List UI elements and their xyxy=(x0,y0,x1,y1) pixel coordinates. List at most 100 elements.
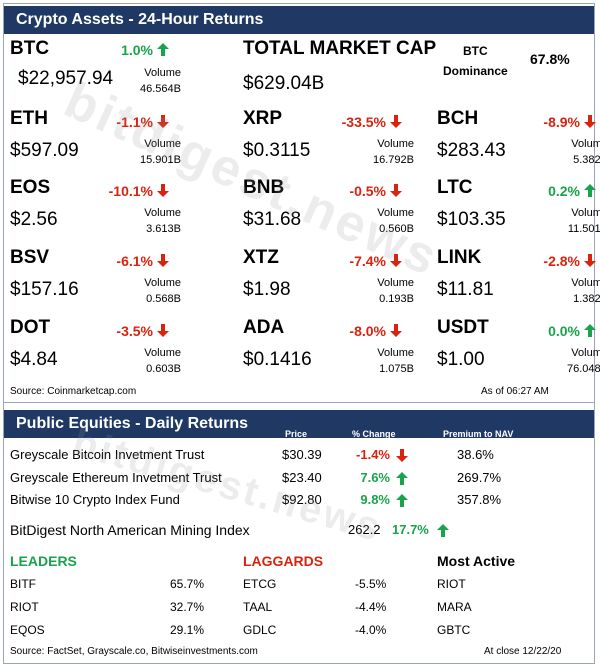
equities-section-title: Public Equities - Daily Returns xyxy=(16,415,249,432)
equities-source: Source: FactSet, Grayscale.co, Bitwisein… xyxy=(10,646,258,657)
down-arrow-icon xyxy=(157,115,169,128)
fund-change: 9.8% xyxy=(360,492,390,507)
up-arrow-icon xyxy=(584,324,596,337)
asset-change: -33.5% xyxy=(341,114,386,130)
fund-premium: 38.6% xyxy=(457,447,494,462)
asset-symbol: XRP xyxy=(243,108,283,129)
asset-volume-label: Volume xyxy=(377,347,414,359)
up-arrow-icon xyxy=(396,494,408,507)
btc-volume: 46.564B xyxy=(140,83,181,95)
asset-change: -1.1% xyxy=(116,114,153,130)
asset-price: $2.56 xyxy=(10,209,58,230)
asset-price: $1.98 xyxy=(243,279,291,300)
dominance-label-line2: Dominance xyxy=(443,64,508,78)
asset-symbol: XTZ xyxy=(243,247,279,268)
asset-volume: 0.568B xyxy=(146,293,181,305)
mining-index-name: BitDigest North American Mining Index xyxy=(10,522,250,538)
leader-value: 65.7% xyxy=(170,577,205,591)
dominance-label-line1: BTC xyxy=(463,44,488,58)
asset-change: -8.9% xyxy=(543,114,580,130)
laggard-value: -4.0% xyxy=(355,623,387,637)
fund-change: -1.4% xyxy=(356,447,390,462)
down-arrow-icon xyxy=(390,184,402,197)
mining-index-change: 17.7% xyxy=(392,522,429,537)
fund-name: Greyscale Bitcoin Invetment Trust xyxy=(10,447,205,462)
asset-volume: 16.792B xyxy=(373,154,414,166)
col-price-header: Price xyxy=(285,429,308,439)
asset-volume: 76.048B xyxy=(567,363,600,375)
most-active-ticker: MARA xyxy=(437,600,472,614)
asset-volume: 15.901B xyxy=(140,154,181,166)
asset-volume: 5.382B xyxy=(573,154,600,166)
laggards-title: LAGGARDS xyxy=(243,553,324,569)
asset-change: -10.1% xyxy=(108,183,153,199)
asset-symbol: LTC xyxy=(437,177,473,198)
leaders-title: LEADERS xyxy=(10,553,77,569)
asset-symbol: LINK xyxy=(437,247,482,268)
down-arrow-icon xyxy=(390,254,402,267)
down-arrow-icon xyxy=(390,324,402,337)
equities-as-of: At close 12/22/20 xyxy=(484,646,562,657)
down-arrow-icon xyxy=(584,254,596,267)
asset-volume-label: Volume xyxy=(571,347,600,359)
asset-volume-label: Volume xyxy=(144,207,181,219)
asset-symbol: BNB xyxy=(243,177,285,198)
fund-change: 7.6% xyxy=(360,470,390,485)
fund-name: Bitwise 10 Crypto Index Fund xyxy=(10,492,180,507)
up-arrow-icon xyxy=(396,472,408,485)
asset-volume-label: Volume xyxy=(144,277,181,289)
col-premium-header: Premium to NAV xyxy=(443,429,514,439)
col-change-header: % Change xyxy=(352,429,396,439)
asset-price: $4.84 xyxy=(10,349,58,370)
asset-price: $0.1416 xyxy=(243,349,312,370)
asset-price: $1.00 xyxy=(437,349,485,370)
most-active-title: Most Active xyxy=(437,553,516,569)
up-arrow-icon xyxy=(584,184,596,197)
leader-ticker: EQOS xyxy=(10,623,45,637)
down-arrow-icon xyxy=(396,449,408,462)
asset-volume-label: Volume xyxy=(377,277,414,289)
btc-price: $22,957.94 xyxy=(18,68,114,89)
crypto-as-of: As of 06:27 AM xyxy=(481,386,549,397)
down-arrow-icon xyxy=(157,184,169,197)
asset-symbol: BCH xyxy=(437,108,479,129)
asset-volume: 0.603B xyxy=(146,363,181,375)
up-arrow-icon xyxy=(157,43,169,56)
fund-price: $92.80 xyxy=(282,492,322,507)
most-active-ticker: RIOT xyxy=(437,577,466,591)
laggard-ticker: TAAL xyxy=(243,600,273,614)
leader-value: 29.1% xyxy=(170,623,205,637)
asset-volume-label: Volume xyxy=(571,207,600,219)
crypto-source: Source: Coinmarketcap.com xyxy=(10,386,137,397)
fund-price: $23.40 xyxy=(282,470,322,485)
asset-change: -6.1% xyxy=(116,253,153,269)
down-arrow-icon xyxy=(157,324,169,337)
asset-volume-label: Volume xyxy=(377,138,414,150)
btc-volume-label: Volume xyxy=(144,67,181,79)
asset-volume: 0.193B xyxy=(379,293,414,305)
asset-price: $157.16 xyxy=(10,279,79,300)
asset-change: -3.5% xyxy=(116,323,153,339)
asset-change: -2.8% xyxy=(543,253,580,269)
fund-premium: 357.8% xyxy=(457,492,502,507)
laggard-ticker: ETCG xyxy=(243,577,277,591)
asset-change: -7.4% xyxy=(349,253,386,269)
most-active-ticker: GBTC xyxy=(437,623,471,637)
asset-symbol: ETH xyxy=(10,108,48,129)
asset-symbol: EOS xyxy=(10,177,51,198)
asset-volume-label: Volume xyxy=(144,347,181,359)
fund-name: Greyscale Ethereum Invetment Trust xyxy=(10,470,222,485)
btc-change: 1.0% xyxy=(121,42,153,58)
asset-volume-label: Volume xyxy=(571,138,600,150)
fund-premium: 269.7% xyxy=(457,470,502,485)
asset-volume: 0.560B xyxy=(379,223,414,235)
asset-price: $11.81 xyxy=(437,279,494,300)
btc-symbol: BTC xyxy=(10,38,50,59)
mining-index-value: 262.2 xyxy=(348,522,381,537)
fund-price: $30.39 xyxy=(282,447,322,462)
crypto-section-title: Crypto Assets - 24-Hour Returns xyxy=(16,11,264,28)
asset-volume-label: Volume xyxy=(144,138,181,150)
down-arrow-icon xyxy=(584,115,596,128)
asset-symbol: ADA xyxy=(243,317,285,338)
